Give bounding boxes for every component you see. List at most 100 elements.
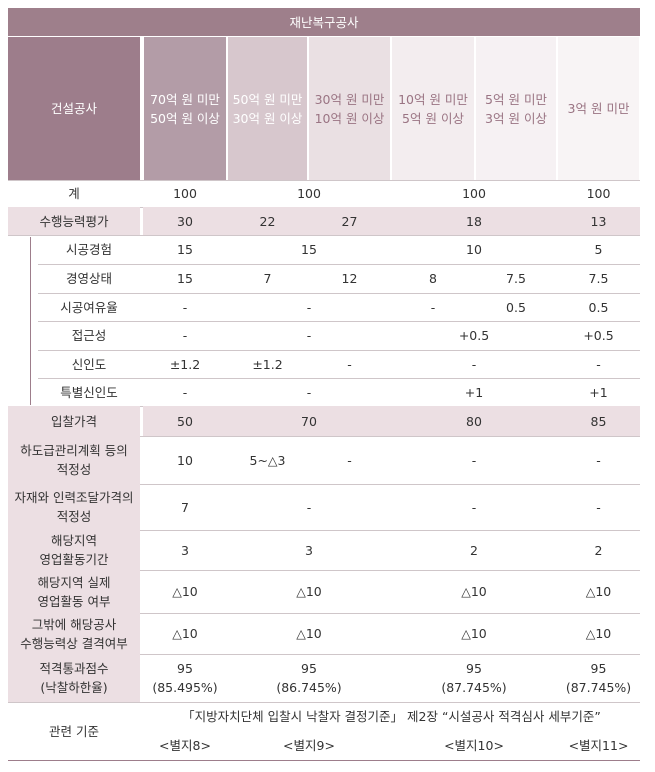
value-cell: 80 — [391, 406, 557, 436]
text: 적격통과점수 — [39, 661, 109, 676]
value-cell: △10 — [391, 613, 557, 654]
text: +0.5 — [583, 328, 614, 343]
text: 5~△3 — [249, 452, 286, 468]
value-cell: 30 — [143, 207, 227, 235]
value-cell: - — [308, 350, 391, 378]
value-cell: - — [557, 350, 640, 378]
text: 입찰가격 — [50, 413, 97, 429]
text: 2 — [594, 542, 603, 558]
text: 10 — [466, 242, 482, 257]
reference-cell: <별지10> — [391, 731, 557, 760]
text: - — [471, 452, 477, 468]
value-cell: 100 — [143, 180, 227, 207]
text: 적정성 — [56, 509, 92, 524]
value-cell: ±1.2 — [227, 350, 308, 378]
text: 95 — [301, 661, 317, 676]
text: 5억 원 미만 — [485, 91, 547, 107]
row-label: 하도급관리계획 등의 적정성 — [8, 436, 140, 484]
text: 해당지역 실제 — [37, 574, 111, 590]
text: 수행능력평가 — [39, 213, 109, 229]
text: - — [471, 499, 477, 515]
row-shade — [143, 207, 640, 235]
text: 접근성 — [71, 328, 107, 343]
text: (86.745%) — [276, 680, 342, 695]
value-cell: 100 — [391, 180, 557, 207]
value-cell: - — [391, 484, 557, 530]
text: - — [306, 299, 312, 315]
rule — [38, 378, 640, 379]
column-header: 30억 원 미만 10억 원 이상 — [309, 37, 390, 180]
text: (87.745%) — [565, 680, 632, 695]
text: 70 — [301, 413, 317, 429]
value-cell: 12 — [308, 264, 391, 293]
text: 자재와 인력조달가격의 — [14, 490, 134, 505]
text: △10 — [461, 584, 487, 599]
value-cell: 13 — [557, 207, 640, 235]
value-cell: 10 — [143, 436, 227, 484]
text: (85.495%) — [152, 680, 218, 695]
value-cell: - — [557, 436, 640, 484]
value-cell: △10 — [557, 570, 640, 613]
text: - — [182, 384, 188, 400]
text: 관련 기준 — [49, 723, 99, 739]
value-cell: △10 — [557, 613, 640, 654]
text: 재난복구공사 — [289, 14, 359, 30]
text: +1 — [464, 384, 484, 400]
text: 22 — [259, 213, 276, 229]
text: 경영상태 — [65, 271, 112, 286]
value-cell: - — [227, 293, 391, 321]
title-bar: 재난복구공사 — [8, 8, 640, 36]
text: 7.5 — [506, 271, 526, 286]
value-cell: 0.5 — [475, 293, 557, 321]
text: △10 — [172, 584, 198, 599]
rule — [8, 760, 640, 761]
rule — [38, 264, 640, 265]
text: 95 — [466, 661, 482, 676]
text: - — [182, 299, 188, 315]
value-cell: 5~△3 — [227, 436, 308, 484]
row-label: 시공경험 — [38, 235, 140, 264]
text: - — [182, 328, 188, 343]
text: 「지방자치단체 입찰시 낙찰자 결정기준」 제2장 “시설공사 적격심사 세부기… — [182, 709, 601, 724]
text: <별지9> — [283, 738, 335, 753]
text: △10 — [172, 626, 198, 641]
text: 10 — [177, 452, 193, 468]
corner-header: 건설공사 — [8, 37, 140, 180]
text: 그밖에 해당공사 — [31, 616, 117, 632]
value-cell: - — [308, 436, 391, 484]
value-cell: +1 — [391, 378, 557, 406]
rule — [8, 570, 640, 571]
text: <별지11> — [568, 738, 629, 753]
row-label: 신인도 — [38, 350, 140, 378]
text: 7 — [263, 271, 272, 286]
value-cell: 27 — [308, 207, 391, 235]
row-label: 경영상태 — [38, 264, 140, 293]
row-label: 해당지역 실제 영업활동 여부 — [8, 570, 140, 613]
row-label: 특별신인도 — [38, 378, 140, 406]
text: 특별신인도 — [60, 384, 118, 400]
text: - — [306, 499, 312, 515]
text: 15 — [301, 242, 317, 257]
value-cell: 15 — [143, 264, 227, 293]
text: 50억 원 이상 — [150, 110, 220, 126]
value-cell: 22 — [227, 207, 308, 235]
text: 3 — [305, 542, 313, 558]
value-cell: - — [143, 293, 227, 321]
text: 15 — [177, 242, 193, 257]
text: 영업활동기간 — [39, 552, 109, 567]
text: 8 — [429, 271, 437, 286]
value-cell: 85 — [557, 406, 640, 436]
text: 85 — [590, 413, 607, 429]
value-cell: 15 — [143, 235, 227, 264]
value-cell: 0.5 — [557, 293, 640, 321]
text: △10 — [585, 626, 612, 641]
value-cell: 15 — [227, 235, 391, 264]
value-cell: △10 — [143, 613, 227, 654]
text: △10 — [461, 626, 487, 641]
rule — [38, 350, 640, 351]
text: - — [306, 328, 312, 343]
text: 해당지역 — [50, 533, 97, 548]
text: 15 — [177, 271, 193, 286]
